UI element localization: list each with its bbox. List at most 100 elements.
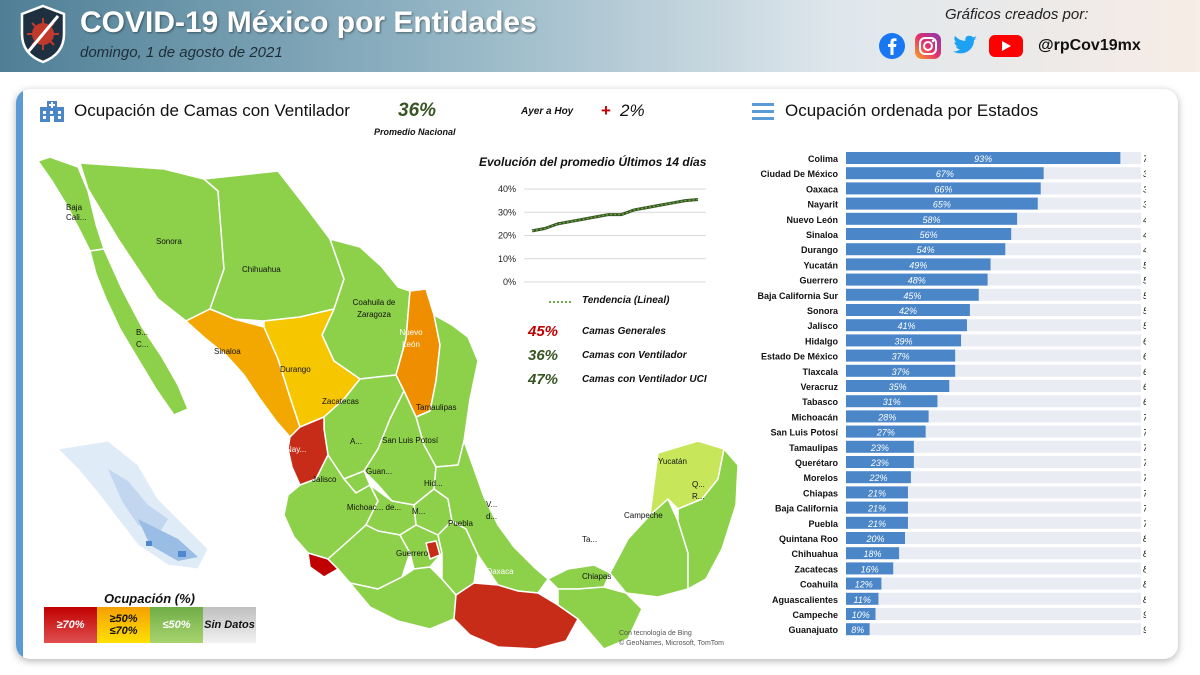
remaining-value-label: 79% bbox=[1143, 519, 1146, 529]
bar[interactable] bbox=[846, 319, 967, 332]
category-label: Coahuila bbox=[800, 580, 839, 590]
bar[interactable] bbox=[846, 395, 938, 408]
bar[interactable] bbox=[846, 592, 879, 605]
youtube-icon[interactable] bbox=[988, 32, 1024, 60]
bar[interactable] bbox=[846, 562, 894, 575]
map-label: Chihuahua bbox=[242, 265, 281, 274]
bar[interactable] bbox=[846, 167, 1044, 180]
bar-remaining bbox=[846, 456, 1141, 468]
bar[interactable] bbox=[846, 440, 914, 453]
right-panel-title: Ocupación ordenada por Estados bbox=[785, 101, 1039, 120]
bar-value-label: 22% bbox=[868, 473, 887, 483]
map-state-baja-california-sur[interactable] bbox=[89, 248, 189, 416]
bar[interactable] bbox=[846, 456, 914, 468]
stat-label: Camas Generales bbox=[582, 326, 666, 337]
bar[interactable] bbox=[846, 258, 991, 271]
legend-item: Sin Datos bbox=[203, 607, 256, 643]
map-state-chiapas[interactable] bbox=[557, 586, 643, 649]
bar[interactable] bbox=[846, 364, 956, 377]
bar[interactable] bbox=[846, 501, 908, 514]
map-credit: Con tecnología de Bing © GeoNames, Micro… bbox=[619, 629, 724, 649]
bar[interactable] bbox=[846, 273, 988, 286]
map-state-chihuahua[interactable] bbox=[203, 170, 345, 322]
occupancy-legend: ≥70% ≥50% ≤70% ≤50% Sin Datos bbox=[44, 607, 256, 643]
category-label: Sonora bbox=[807, 306, 839, 316]
bar[interactable] bbox=[846, 212, 1018, 225]
bar-value-label: 27% bbox=[876, 428, 895, 438]
bar[interactable] bbox=[846, 486, 908, 499]
bar[interactable] bbox=[846, 380, 950, 392]
trend-title: Evolución del promedio Últimos 14 días bbox=[479, 155, 707, 169]
category-label: Estado De México bbox=[761, 352, 839, 362]
map-label: Yucatán bbox=[658, 457, 687, 466]
remaining-value-label: 34% bbox=[1143, 184, 1146, 194]
trend-legend-label: Tendencia (Lineal) bbox=[582, 295, 670, 306]
bar[interactable] bbox=[846, 410, 929, 423]
map-state-colima[interactable] bbox=[307, 552, 339, 578]
bar[interactable] bbox=[846, 532, 905, 544]
map-label: Q... R... bbox=[692, 480, 705, 501]
category-label: Chihuahua bbox=[792, 549, 839, 559]
legend-item: ≤50% bbox=[150, 607, 203, 643]
bar-value-label: 8% bbox=[851, 625, 864, 635]
header: COVID-19 México por Entidades domingo, 1… bbox=[0, 0, 1200, 72]
bar-remaining bbox=[846, 471, 1141, 484]
bar[interactable] bbox=[846, 182, 1041, 195]
map-state-quintana-roo[interactable] bbox=[677, 448, 738, 590]
remaining-value-label: 59% bbox=[1143, 321, 1146, 331]
bar[interactable] bbox=[846, 349, 956, 362]
bar[interactable] bbox=[846, 243, 1006, 256]
instagram-icon[interactable] bbox=[914, 32, 942, 60]
bar-remaining bbox=[846, 532, 1141, 544]
remaining-value-label: 89% bbox=[1143, 595, 1146, 605]
report-date: domingo, 1 de agosto de 2021 bbox=[80, 44, 283, 61]
map-label: Puebla bbox=[448, 519, 473, 528]
category-label: Chiapas bbox=[803, 488, 838, 498]
legend-item: ≥50% ≤70% bbox=[97, 607, 150, 643]
credit-text: Gráficos creados por: bbox=[945, 6, 1089, 23]
bar[interactable] bbox=[846, 197, 1038, 210]
bar[interactable] bbox=[846, 471, 911, 484]
bar[interactable] bbox=[846, 547, 900, 560]
category-label: Nayarit bbox=[807, 200, 838, 210]
category-label: Tabasco bbox=[802, 397, 838, 407]
map-state-guerrero[interactable] bbox=[349, 566, 457, 630]
bar[interactable] bbox=[846, 228, 1012, 240]
bar-value-label: 21% bbox=[867, 488, 886, 498]
twitter-handle[interactable]: @rpCov19mx bbox=[1038, 37, 1141, 54]
map-label: Baja Cali... bbox=[66, 203, 87, 222]
bar-remaining bbox=[846, 547, 1141, 560]
bar-value-label: 39% bbox=[895, 336, 913, 346]
bar[interactable] bbox=[846, 152, 1121, 164]
bar[interactable] bbox=[846, 288, 979, 301]
map-state-ciudad-de-mexico[interactable] bbox=[425, 540, 441, 560]
map-label: Sonora bbox=[156, 237, 182, 246]
social-links: @rpCov19mx bbox=[878, 30, 1141, 62]
bar-value-label: 31% bbox=[883, 397, 901, 407]
page-title: COVID-19 México por Entidades bbox=[80, 6, 537, 39]
remaining-value-label: 42% bbox=[1143, 215, 1146, 225]
twitter-icon[interactable] bbox=[950, 32, 980, 60]
bar[interactable] bbox=[846, 425, 926, 438]
panel-accent-stripe bbox=[16, 89, 23, 659]
y-tick-label: 40% bbox=[498, 184, 516, 194]
bar[interactable] bbox=[846, 516, 908, 529]
remaining-value-label: 73% bbox=[1143, 428, 1146, 438]
facebook-icon[interactable] bbox=[878, 32, 906, 60]
bar[interactable] bbox=[846, 577, 882, 590]
stat-label: Camas con Ventilador bbox=[582, 350, 687, 361]
stat-value: 47% bbox=[528, 371, 559, 388]
bar[interactable] bbox=[846, 304, 970, 316]
bar-remaining bbox=[846, 623, 1141, 636]
map-state-veracruz[interactable] bbox=[433, 440, 549, 594]
bar[interactable] bbox=[846, 608, 876, 620]
y-tick-label: 0% bbox=[503, 277, 516, 287]
bar[interactable] bbox=[846, 334, 962, 347]
map-label: Coahuila de Zaragoza bbox=[352, 298, 396, 319]
bar-value-label: 23% bbox=[870, 458, 889, 468]
bar[interactable] bbox=[846, 623, 870, 636]
map-label: M... bbox=[412, 507, 426, 516]
bar-value-label: 18% bbox=[864, 549, 882, 559]
remaining-value-label: 69% bbox=[1143, 397, 1146, 407]
category-label: Quintana Roo bbox=[779, 534, 838, 544]
